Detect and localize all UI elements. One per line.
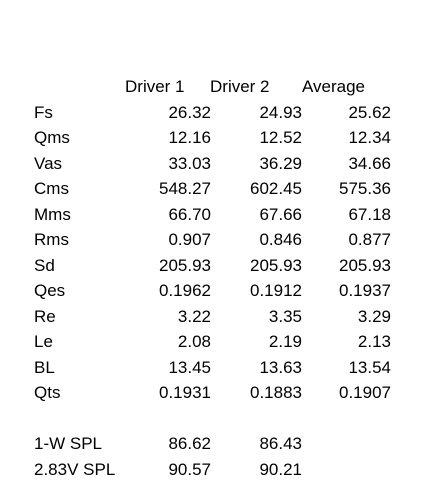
header-driver-1: Driver 1 — [125, 77, 185, 96]
average-value: 34.66 — [348, 153, 391, 173]
row-label: Sd — [34, 255, 55, 275]
row-label: Mms — [34, 204, 71, 224]
row-label: Fs — [34, 102, 53, 122]
driver-1-value: 0.907 — [168, 230, 211, 249]
table-row: Le 2.08 2.19 2.13 — [0, 329, 425, 355]
driver-2-value: 0.846 — [259, 230, 302, 249]
driver-2-value: 90.21 — [259, 459, 302, 479]
average-value: 0.1907 — [339, 383, 391, 402]
driver-2-value: 205.93 — [250, 255, 302, 275]
spacer-row — [0, 406, 425, 432]
row-label: Qes — [34, 281, 66, 300]
row-label: Qts — [34, 383, 61, 402]
average-value: 12.34 — [348, 128, 391, 147]
driver-2-value: 3.35 — [268, 306, 302, 326]
average-value: 13.54 — [348, 357, 391, 377]
header-row: Driver 1 Driver 2 Average — [0, 74, 425, 100]
table-row: Fs 26.32 24.93 25.62 — [0, 100, 425, 126]
row-label: 2.83V SPL — [34, 459, 116, 479]
row-label: Re — [34, 306, 56, 326]
row-label: 1-W SPL — [34, 434, 103, 453]
spl-row: 2.83V SPL 90.57 90.21 — [0, 457, 425, 483]
driver-1-value: 13.45 — [168, 357, 211, 377]
average-value: 25.62 — [348, 102, 391, 122]
parameters-table: Driver 1 Driver 2 Average Fs 26.32 24.93… — [0, 74, 425, 482]
driver-1-value: 2.08 — [177, 332, 211, 351]
row-label: Rms — [34, 230, 69, 249]
row-label: Cms — [34, 179, 69, 198]
table-row: Qms 12.16 12.52 12.34 — [0, 125, 425, 151]
average-value: 205.93 — [339, 255, 391, 275]
driver-1-value: 33.03 — [168, 153, 211, 173]
driver-1-value: 12.16 — [168, 128, 211, 147]
table-row: Cms 548.27 602.45 575.36 — [0, 176, 425, 202]
header-driver-2: Driver 2 — [210, 77, 270, 96]
table-row: Sd 205.93 205.93 205.93 — [0, 253, 425, 279]
table-row: Rms 0.907 0.846 0.877 — [0, 227, 425, 253]
driver-2-value: 2.19 — [268, 332, 302, 351]
row-label: Le — [34, 332, 53, 351]
row-label: BL — [34, 357, 55, 377]
driver-2-value: 12.52 — [259, 128, 302, 147]
driver-2-value: 36.29 — [259, 153, 302, 173]
driver-1-value: 3.22 — [177, 306, 211, 326]
driver-1-value: 205.93 — [159, 255, 211, 275]
driver-1-value: 0.1931 — [159, 383, 211, 402]
average-value: 67.18 — [348, 204, 391, 224]
table-row: Qes 0.1962 0.1912 0.1937 — [0, 278, 425, 304]
average-value: 0.1937 — [339, 281, 391, 300]
driver-2-value: 67.66 — [259, 204, 302, 224]
driver-1-value: 86.62 — [168, 434, 211, 453]
driver-1-value: 548.27 — [159, 179, 211, 198]
average-value — [302, 431, 391, 457]
driver-2-value: 0.1912 — [250, 281, 302, 300]
driver-2-value: 86.43 — [259, 434, 302, 453]
driver-2-value: 0.1883 — [250, 383, 302, 402]
driver-2-value: 13.63 — [259, 357, 302, 377]
average-value — [302, 457, 391, 483]
table-row: Qts 0.1931 0.1883 0.1907 — [0, 380, 425, 406]
spl-row: 1-W SPL 86.62 86.43 — [0, 431, 425, 457]
driver-1-value: 26.32 — [168, 102, 211, 122]
table-row: Re 3.22 3.35 3.29 — [0, 304, 425, 330]
average-value: 3.29 — [357, 306, 391, 326]
table-row: Vas 33.03 36.29 34.66 — [0, 151, 425, 177]
average-value: 2.13 — [357, 332, 391, 351]
average-value: 575.36 — [339, 179, 391, 198]
driver-2-value: 602.45 — [250, 179, 302, 198]
driver-2-value: 24.93 — [259, 102, 302, 122]
header-average: Average — [302, 77, 366, 96]
table-row: BL 13.45 13.63 13.54 — [0, 355, 425, 381]
driver-1-value: 0.1962 — [159, 281, 211, 300]
driver-1-value: 66.70 — [168, 204, 211, 224]
driver-1-value: 90.57 — [168, 459, 211, 479]
average-value: 0.877 — [348, 230, 391, 249]
row-label: Vas — [34, 153, 63, 173]
row-label: Qms — [34, 128, 70, 147]
table-row: Mms 66.70 67.66 67.18 — [0, 202, 425, 228]
header-empty-cell — [0, 74, 125, 100]
